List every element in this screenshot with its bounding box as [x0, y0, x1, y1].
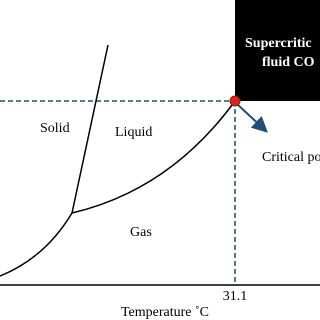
box-text: Supercritic [245, 36, 312, 51]
critical-point [229, 95, 241, 107]
supercritical-box [235, 0, 320, 101]
boiling-curve [71, 100, 236, 214]
region-label: Gas [130, 225, 152, 240]
x-tick-label: 31.1 [223, 289, 248, 304]
melting-curve [71, 44, 109, 214]
arrow [236, 103, 268, 133]
region-label: Solid [40, 121, 70, 136]
annotation: Critical po [262, 150, 320, 165]
box-text: fluid CO [262, 55, 315, 70]
sublimation-curve [0, 212, 73, 277]
region-label: Liquid [115, 125, 152, 140]
x-axis-label: Temperature ˚C [121, 305, 209, 320]
